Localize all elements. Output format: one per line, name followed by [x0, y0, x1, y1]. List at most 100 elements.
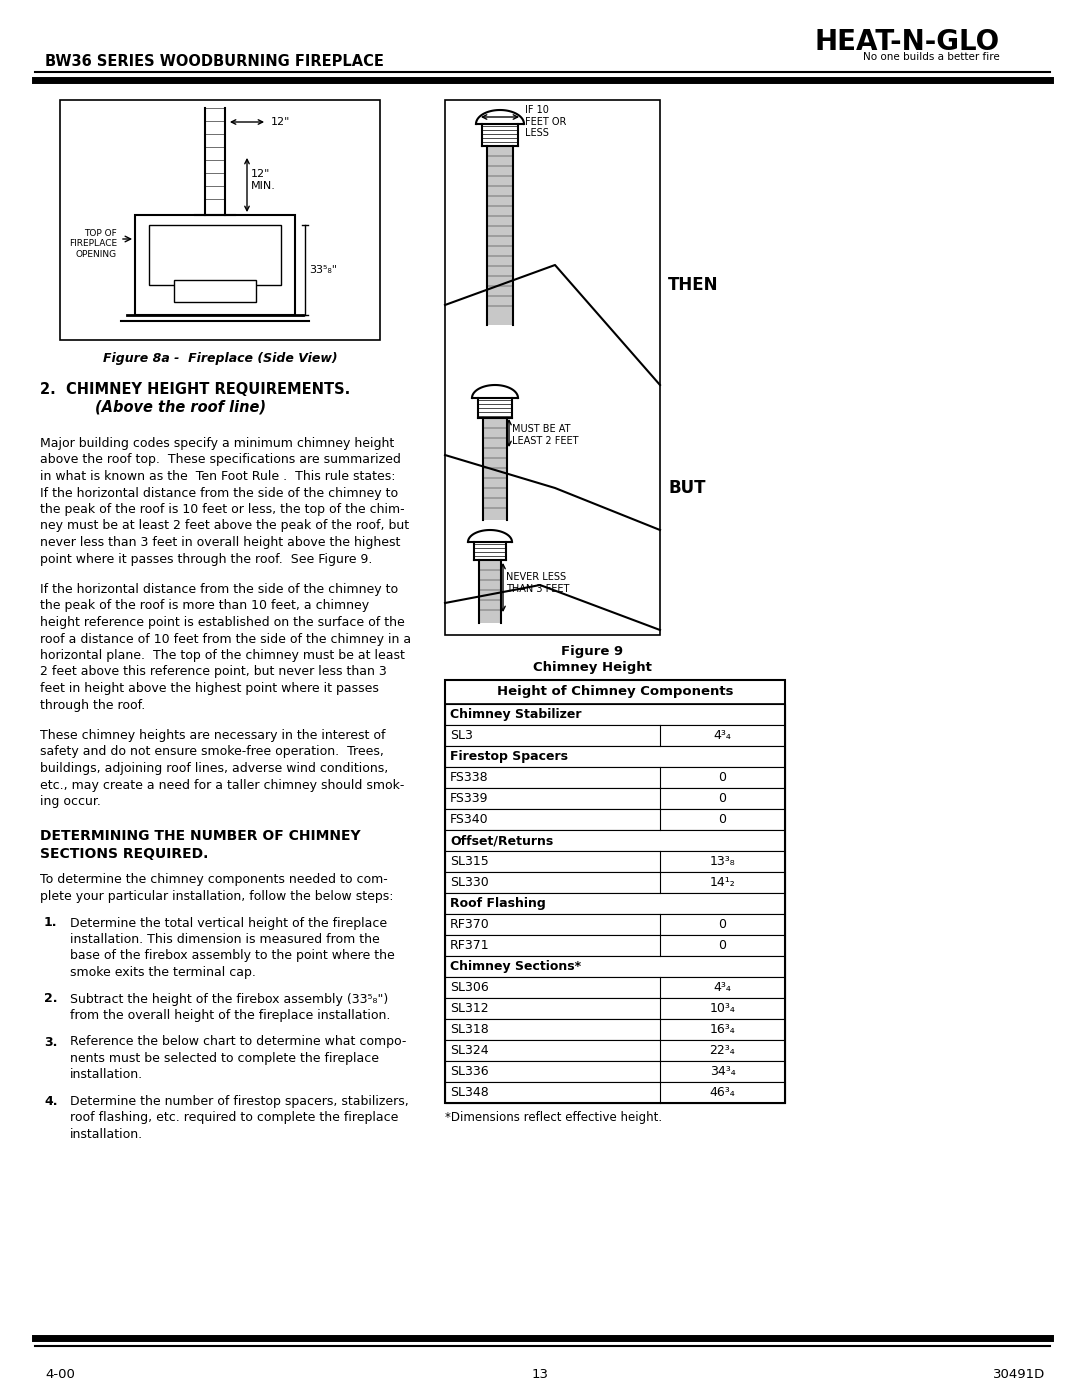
- Text: 0: 0: [718, 792, 727, 805]
- Text: Figure 8a -  Fireplace (Side View): Figure 8a - Fireplace (Side View): [103, 352, 337, 365]
- Text: 46³₄: 46³₄: [710, 1085, 735, 1099]
- Text: Major building codes specify a minimum chimney height: Major building codes specify a minimum c…: [40, 437, 394, 450]
- Text: height reference point is established on the surface of the: height reference point is established on…: [40, 616, 405, 629]
- Text: HEAT-N-GLO: HEAT-N-GLO: [815, 28, 1000, 56]
- Bar: [445, 680, 785, 1104]
- Text: in what is known as the  Ten Foot Rule .  This rule states:: in what is known as the Ten Foot Rule . …: [40, 469, 395, 483]
- Bar: [445, 893, 785, 914]
- Text: If the horizontal distance from the side of the chimney to: If the horizontal distance from the side…: [40, 583, 399, 597]
- Text: IF 10
FEET OR
LESS: IF 10 FEET OR LESS: [525, 105, 566, 138]
- Bar: [445, 101, 660, 636]
- Text: Height of Chimney Components: Height of Chimney Components: [497, 686, 733, 698]
- Text: Subtract the height of the firebox assembly (33⁵₈"): Subtract the height of the firebox assem…: [70, 992, 388, 1006]
- Text: smoke exits the terminal cap.: smoke exits the terminal cap.: [70, 965, 256, 979]
- Text: etc., may create a need for a taller chimney should smok-: etc., may create a need for a taller chi…: [40, 778, 404, 792]
- Bar: [445, 1018, 785, 1039]
- Bar: [445, 767, 785, 788]
- Text: safety and do not ensure smoke-free operation.  Trees,: safety and do not ensure smoke-free oper…: [40, 746, 383, 759]
- Text: feet in height above the highest point where it passes: feet in height above the highest point w…: [40, 682, 379, 694]
- Text: BUT: BUT: [669, 479, 705, 497]
- Text: Chimney Sections*: Chimney Sections*: [450, 960, 581, 972]
- Bar: [480, 560, 501, 623]
- Bar: [445, 680, 785, 704]
- Text: point where it passes through the roof.  See Figure 9.: point where it passes through the roof. …: [40, 552, 373, 566]
- Text: nents must be selected to complete the fireplace: nents must be selected to complete the f…: [70, 1052, 379, 1065]
- Text: FS339: FS339: [450, 792, 488, 805]
- Bar: [445, 851, 785, 872]
- Text: the peak of the roof is 10 feet or less, the top of the chim-: the peak of the roof is 10 feet or less,…: [40, 503, 405, 515]
- Text: SL336: SL336: [450, 1065, 488, 1078]
- Bar: [445, 935, 785, 956]
- Text: installation.: installation.: [70, 1069, 144, 1081]
- Text: 4³₄: 4³₄: [714, 981, 731, 995]
- Text: 4³₄: 4³₄: [714, 729, 731, 742]
- Text: 22³₄: 22³₄: [710, 1044, 735, 1058]
- Text: Determine the number of firestop spacers, stabilizers,: Determine the number of firestop spacers…: [70, 1095, 408, 1108]
- Text: Firestop Spacers: Firestop Spacers: [450, 750, 568, 763]
- Bar: [445, 746, 785, 767]
- Text: roof flashing, etc. required to complete the fireplace: roof flashing, etc. required to complete…: [70, 1112, 399, 1125]
- Text: RF370: RF370: [450, 918, 489, 930]
- Bar: [60, 101, 380, 339]
- Text: 0: 0: [718, 813, 727, 826]
- Text: ing occur.: ing occur.: [40, 795, 100, 807]
- Bar: [445, 1083, 785, 1104]
- Bar: [445, 725, 785, 746]
- Text: SL3: SL3: [450, 729, 473, 742]
- Text: 1.: 1.: [44, 916, 57, 929]
- Bar: [483, 418, 507, 520]
- Text: Roof Flashing: Roof Flashing: [450, 897, 545, 909]
- Text: FS338: FS338: [450, 771, 488, 784]
- Text: 12": 12": [271, 117, 291, 127]
- Text: 10³₄: 10³₄: [710, 1002, 735, 1016]
- Text: above the roof top.  These specifications are summarized: above the roof top. These specifications…: [40, 454, 401, 467]
- Text: installation. This dimension is measured from the: installation. This dimension is measured…: [70, 933, 380, 946]
- Text: 4-00: 4-00: [45, 1368, 75, 1382]
- Text: To determine the chimney components needed to com-: To determine the chimney components need…: [40, 873, 388, 887]
- Bar: [445, 1039, 785, 1060]
- Text: the peak of the roof is more than 10 feet, a chimney: the peak of the roof is more than 10 fee…: [40, 599, 369, 612]
- Text: Chimney Height: Chimney Height: [532, 661, 651, 673]
- Text: 34³₄: 34³₄: [710, 1065, 735, 1078]
- Text: 0: 0: [718, 939, 727, 951]
- Text: 2.: 2.: [44, 992, 57, 1006]
- Bar: [445, 1060, 785, 1083]
- Bar: [149, 225, 281, 285]
- Text: FS340: FS340: [450, 813, 488, 826]
- Text: (Above the roof line): (Above the roof line): [95, 400, 266, 415]
- Bar: [445, 830, 785, 851]
- Bar: [445, 956, 785, 977]
- Text: Determine the total vertical height of the fireplace: Determine the total vertical height of t…: [70, 916, 387, 929]
- Text: THEN: THEN: [669, 277, 718, 293]
- Text: RF371: RF371: [450, 939, 489, 951]
- Text: TOP OF
FIREPLACE
OPENING: TOP OF FIREPLACE OPENING: [69, 229, 117, 258]
- Text: roof a distance of 10 feet from the side of the chimney in a: roof a distance of 10 feet from the side…: [40, 633, 411, 645]
- Text: base of the firebox assembly to the point where the: base of the firebox assembly to the poin…: [70, 950, 395, 963]
- Text: 30491D: 30491D: [993, 1368, 1045, 1382]
- Text: *Dimensions reflect effective height.: *Dimensions reflect effective height.: [445, 1111, 662, 1125]
- Text: MUST BE AT
LEAST 2 FEET: MUST BE AT LEAST 2 FEET: [512, 425, 579, 446]
- Text: SL306: SL306: [450, 981, 489, 995]
- Text: 13³₈: 13³₈: [710, 855, 735, 868]
- Text: SL330: SL330: [450, 876, 489, 888]
- Bar: [445, 704, 785, 725]
- Bar: [174, 279, 256, 302]
- Text: through the roof.: through the roof.: [40, 698, 145, 711]
- Text: BW36 SERIES WOODBURNING FIREPLACE: BW36 SERIES WOODBURNING FIREPLACE: [45, 54, 383, 70]
- Bar: [445, 997, 785, 1018]
- Bar: [445, 872, 785, 893]
- Text: NEVER LESS
THAN 3 FEET: NEVER LESS THAN 3 FEET: [507, 571, 569, 594]
- Text: 0: 0: [718, 771, 727, 784]
- Bar: [487, 147, 513, 326]
- Text: Offset/Returns: Offset/Returns: [450, 834, 553, 847]
- Text: SL315: SL315: [450, 855, 489, 868]
- Text: Reference the below chart to determine what compo-: Reference the below chart to determine w…: [70, 1035, 406, 1049]
- Bar: [445, 788, 785, 809]
- Text: SL312: SL312: [450, 1002, 488, 1016]
- Text: Chimney Stabilizer: Chimney Stabilizer: [450, 708, 581, 721]
- Text: Figure 9: Figure 9: [561, 645, 623, 658]
- Text: plete your particular installation, follow the below steps:: plete your particular installation, foll…: [40, 890, 393, 902]
- Text: DETERMINING THE NUMBER OF CHIMNEY: DETERMINING THE NUMBER OF CHIMNEY: [40, 830, 361, 844]
- Text: SL324: SL324: [450, 1044, 488, 1058]
- Text: SL318: SL318: [450, 1023, 489, 1037]
